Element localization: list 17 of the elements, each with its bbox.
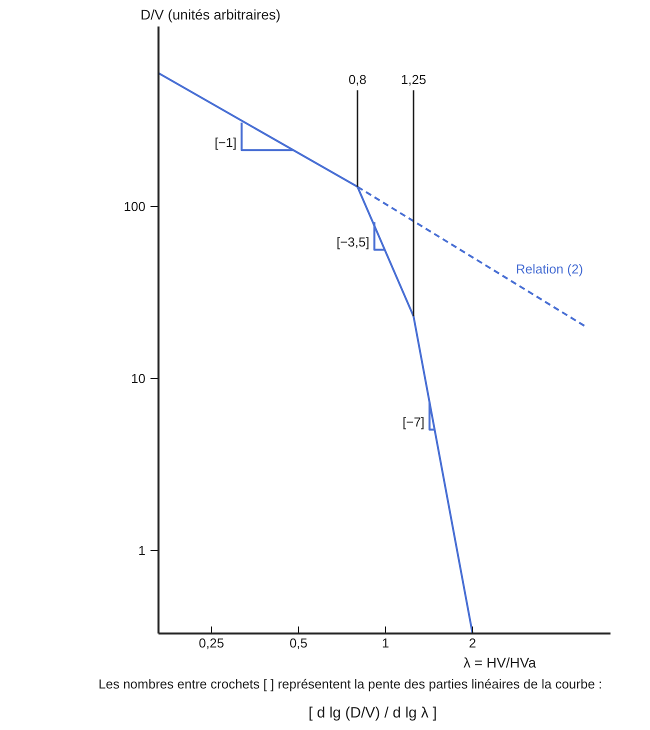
x-tick-label: 0,5	[289, 636, 308, 650]
series-label: Relation (2)	[516, 262, 584, 277]
x-axis-title: λ = HV/HVa	[464, 654, 536, 670]
ref-line-label: 1,25	[400, 72, 426, 88]
text: Les nombres entre crochets [ ] représentent la pente des parties linéaires de la courbe :	[98, 676, 602, 692]
annotation: [−1]	[214, 135, 237, 150]
annotation: [−3,5]	[336, 234, 370, 250]
x-tick-label: 2	[468, 636, 476, 650]
x-tick-label: 0,25	[198, 636, 224, 650]
y-axis-title: D/V (unités arbitraires)	[140, 6, 281, 22]
x-tick-label: 1	[382, 636, 390, 650]
annotation: [−7]	[402, 414, 425, 430]
text: [ d lg (D/V) / d lg λ ]	[308, 704, 437, 722]
y-tick-label: 100	[124, 198, 146, 214]
ref-line-label: 0,8	[348, 72, 367, 88]
y-tick-label: 10	[131, 371, 146, 386]
y-tick-label: 1	[138, 543, 146, 558]
